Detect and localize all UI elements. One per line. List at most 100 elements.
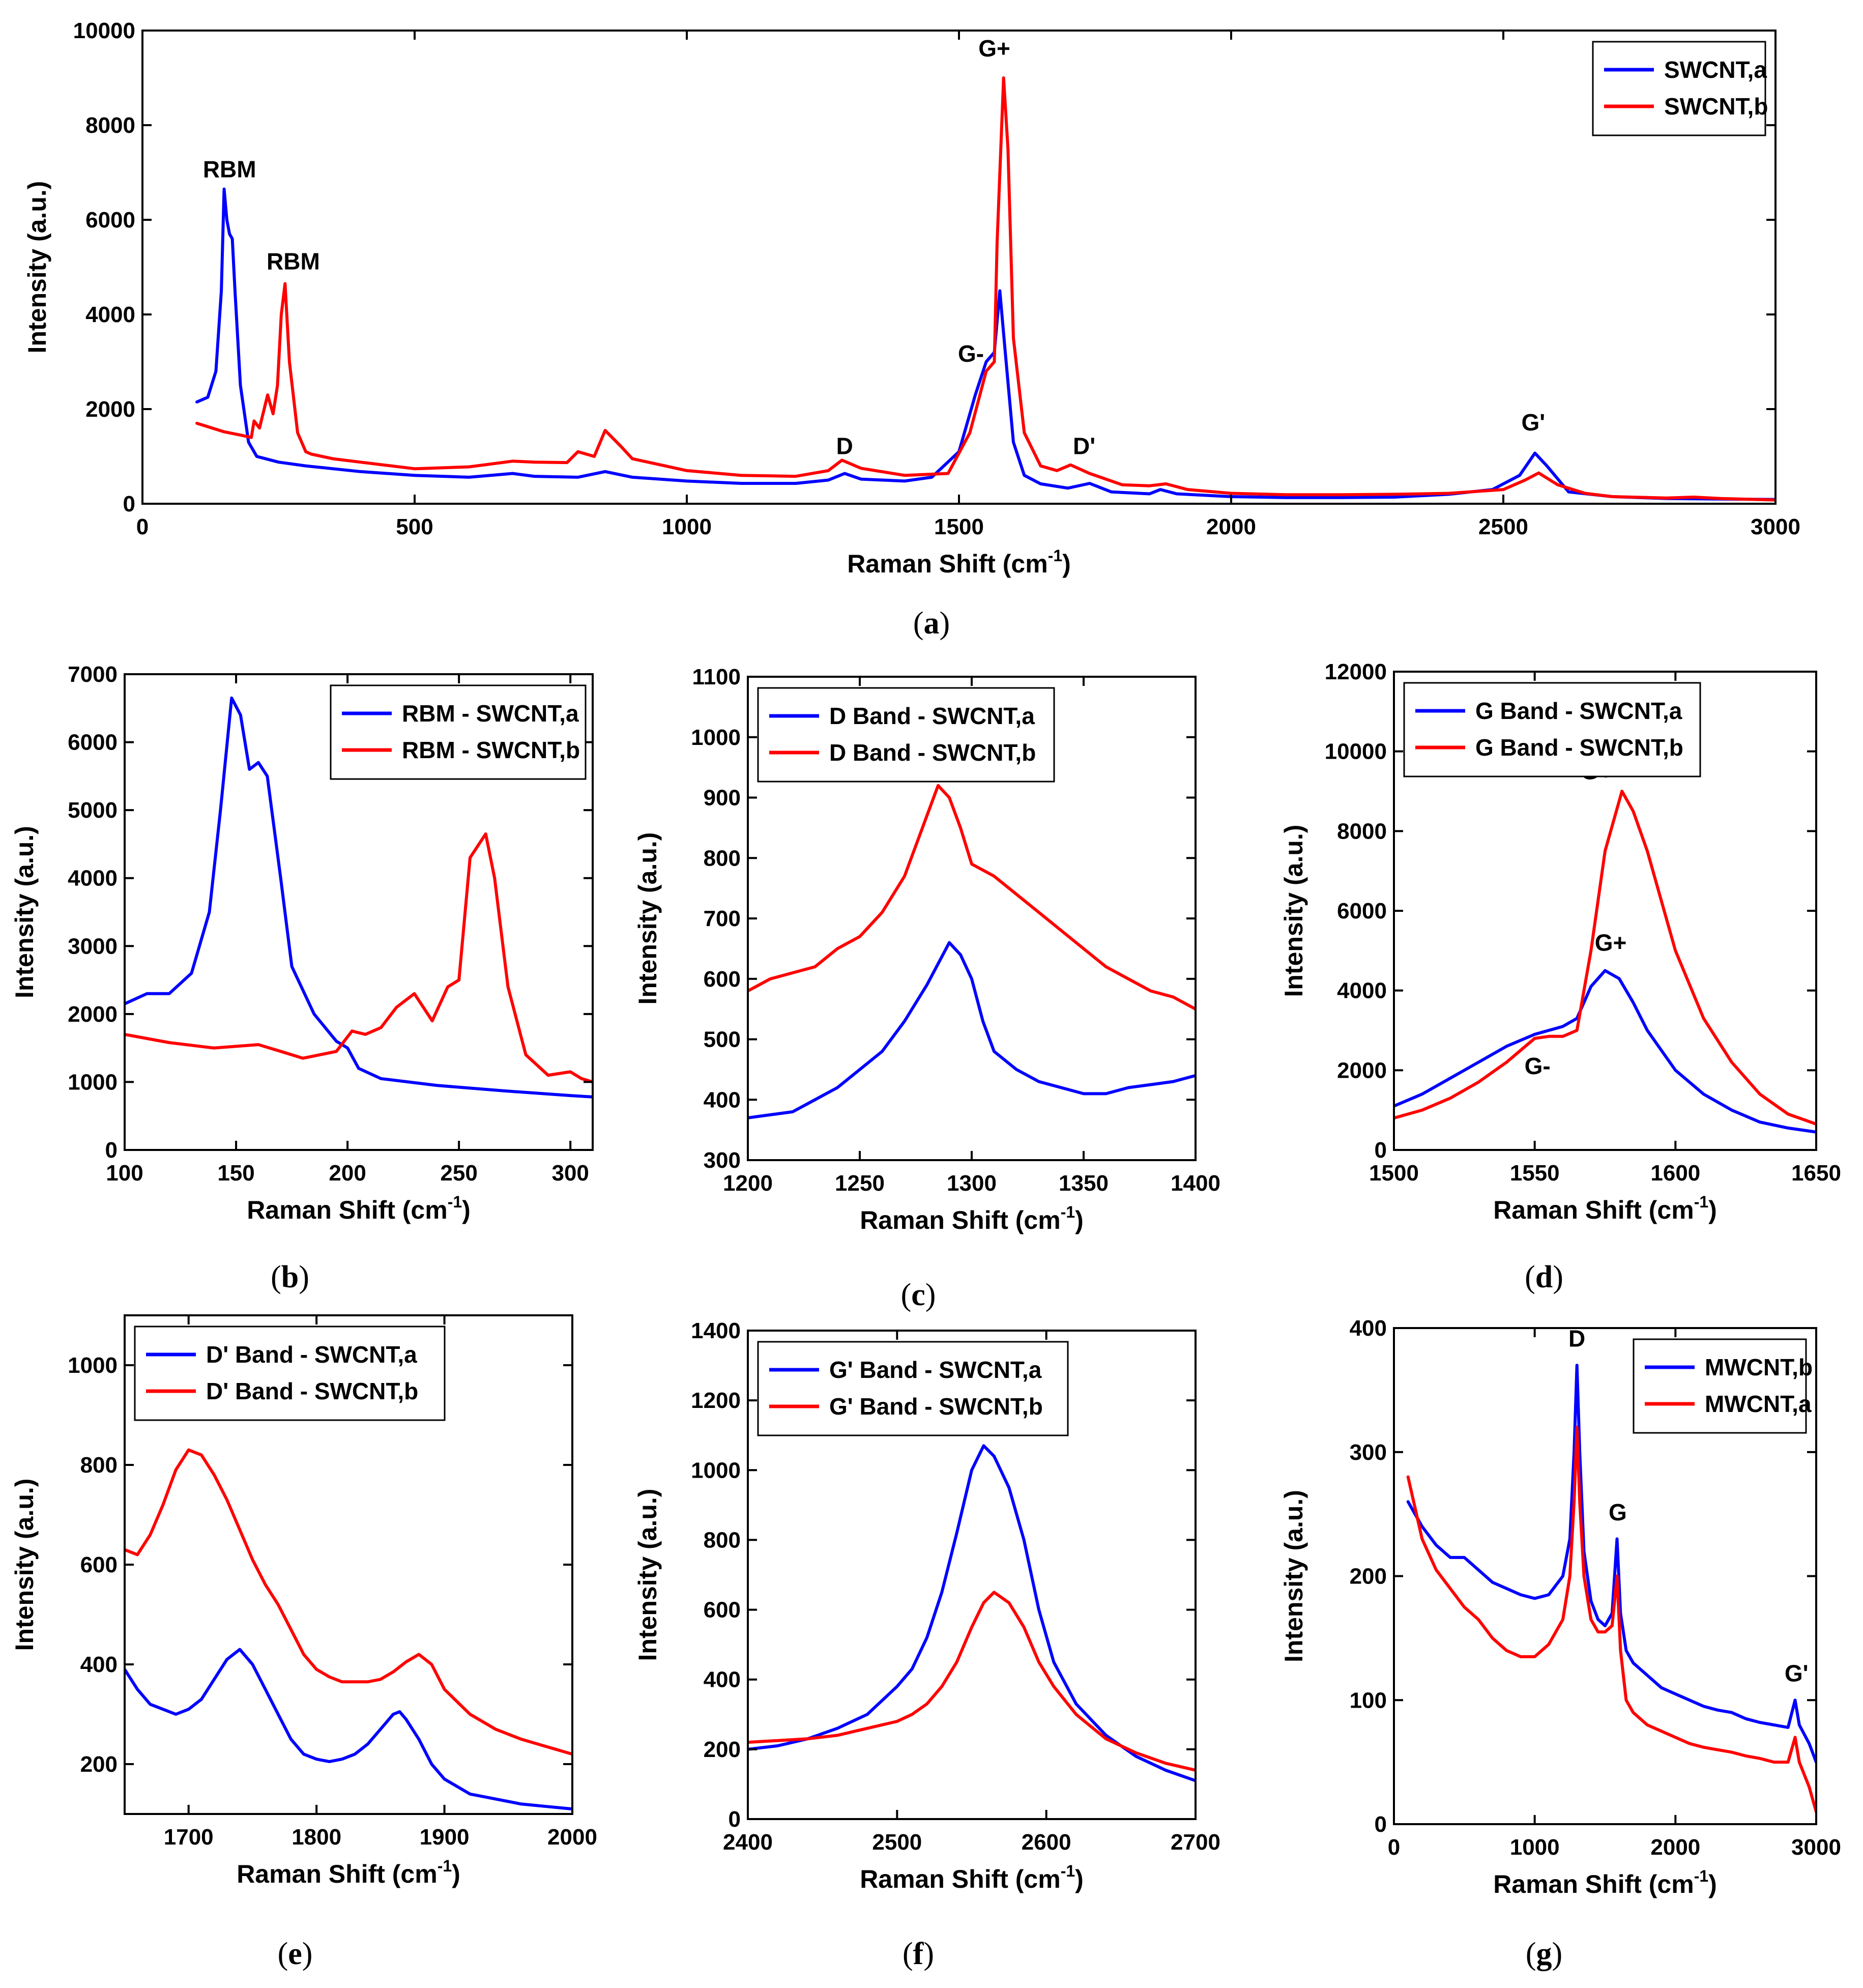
legend-label-e: D' Band - SWCNT,b [206,1378,418,1404]
y-tick-label-b: 3000 [68,934,118,959]
panel-f: 2400 2500 2600 2700 0 200 400 600 800 1000 1200 140… [633,1318,1220,1971]
y-tick-label-a: 0 [123,492,135,516]
x-tick-label-a: 500 [396,514,433,539]
x-axis-label-b: Raman Shift (cm-1) [247,1193,471,1224]
panel-caption-e: (e) [278,1937,313,1971]
y-tick-label-f: 600 [704,1598,741,1623]
legend-label-b: RBM - SWCNT,b [402,737,580,763]
panel-caption-g: (g) [1526,1937,1562,1971]
legend-box-b [330,684,587,780]
x-tick-label-d: 1650 [1791,1161,1841,1186]
x-tick-label-d: 1500 [1369,1161,1419,1186]
series-line-a-1 [195,187,1775,501]
peak-annotation-g: D [1568,1326,1585,1352]
series-line-d-2 [1394,790,1816,1126]
y-tick-label-g: 400 [1350,1316,1387,1341]
legend-c: D Band - SWCNT,a D Band - SWCNT,b [757,687,1055,783]
legend-label-a: SWCNT,b [1664,93,1768,120]
y-axis-label-a: Intensity (a.u.) [23,181,51,354]
y-tick-label-f: 1400 [691,1318,741,1343]
y-tick-label-g: 0 [1375,1812,1387,1837]
x-tick-label-f: 2700 [1171,1830,1220,1855]
series-line-g-1 [1406,1364,1816,1764]
y-tick-label-a: 2000 [85,397,135,422]
y-axis-label-f: Intensity (a.u.) [633,1489,662,1661]
x-tick-label-c: 1350 [1059,1171,1109,1196]
x-tick-label-c: 1250 [835,1171,885,1196]
x-tick-label-g: 3000 [1791,1835,1841,1860]
y-axis-label-g: Intensity (a.u.) [1279,1490,1308,1662]
legend-f: G' Band - SWCNT,a G' Band - SWCNT,b [757,1341,1069,1436]
y-tick-label-g: 300 [1350,1440,1387,1465]
x-tick-label-f: 2500 [872,1830,922,1855]
y-tick-label-f: 1200 [691,1388,741,1413]
y-tick-label-f: 1000 [691,1458,741,1483]
x-tick-label-e: 1800 [292,1825,341,1850]
x-axis-label-e: Raman Shift (cm-1) [237,1857,460,1888]
series-line-f-1 [748,1444,1196,1782]
y-tick-label-a: 8000 [85,113,135,138]
x-axis-label-g: Raman Shift (cm-1) [1493,1867,1717,1898]
peak-annotation-g: G [1609,1499,1627,1525]
y-tick-label-b: 1000 [68,1070,118,1094]
x-tick-label-g: 1000 [1510,1835,1560,1860]
y-tick-label-e: 600 [80,1552,118,1577]
y-tick-label-c: 300 [704,1148,741,1173]
y-tick-label-d: 8000 [1337,819,1387,844]
series-line-f-2 [748,1591,1196,1772]
y-tick-label-c: 1100 [692,665,741,689]
legend-d: G Band - SWCNT,a G Band - SWCNT,b [1403,682,1701,777]
legend-label-f: G' Band - SWCNT,a [829,1357,1042,1383]
y-tick-label-c: 900 [704,786,741,811]
series-line-c-2 [748,784,1196,1011]
y-tick-label-b: 6000 [68,730,118,755]
series-line-g-2 [1406,1426,1816,1813]
legend-box-a [1592,41,1766,136]
y-tick-label-c: 700 [704,906,741,931]
y-tick-label-f: 400 [704,1667,741,1692]
y-tick-label-g: 200 [1350,1564,1387,1589]
y-tick-label-a: 4000 [85,302,135,327]
x-axis-label-d: Raman Shift (cm-1) [1493,1193,1717,1224]
x-tick-label-b: 100 [106,1161,143,1186]
y-tick-label-f: 800 [704,1528,741,1552]
series-line-e-1 [125,1648,572,1811]
y-tick-label-d: 0 [1375,1138,1387,1163]
legend-label-c: D Band - SWCNT,b [829,739,1036,766]
y-tick-label-a: 6000 [85,208,135,233]
legend-e: D' Band - SWCNT,a D' Band - SWCNT,b [134,1326,446,1421]
x-tick-label-c: 1400 [1171,1171,1220,1196]
y-tick-label-g: 100 [1350,1688,1387,1713]
legend-label-d: G Band - SWCNT,a [1475,698,1682,724]
y-tick-label-c: 800 [704,846,741,871]
x-axis-label-f: Raman Shift (cm-1) [860,1862,1084,1893]
panel-g: 0 1000 2000 3000 0 100 200 300 400 Raman Shift (c… [1279,1316,1841,1971]
x-tick-label-b: 250 [440,1161,477,1186]
panel-caption-d: (d) [1525,1260,1563,1294]
panel-d: 1500 1550 1600 1650 0 2000 4000 6000 8000 10000 12… [1279,659,1841,1294]
peak-annotation-a: RBM [267,248,320,275]
series-line-b-2 [125,832,593,1084]
x-tick-label-a: 1500 [934,514,984,539]
x-tick-label-b: 200 [329,1161,366,1186]
legend-box-f [757,1341,1069,1436]
y-tick-label-b: 7000 [68,662,118,687]
series-line-d-1 [1394,969,1816,1134]
legend-label-g: MWCNT,b [1705,1354,1813,1380]
y-axis-label-b: Intensity (a.u.) [10,826,39,998]
peak-annotation-a: D [836,433,853,459]
y-tick-label-d: 6000 [1337,899,1387,924]
y-tick-label-b: 0 [105,1138,118,1163]
series-line-a-2 [195,76,1775,502]
y-tick-label-d: 12000 [1325,659,1387,684]
legend-label-e: D' Band - SWCNT,a [206,1341,417,1368]
x-tick-label-b: 150 [217,1161,254,1186]
x-tick-label-b: 300 [551,1161,589,1186]
y-axis-label-c: Intensity (a.u.) [633,832,662,1005]
x-tick-label-e: 1900 [420,1825,470,1850]
y-tick-label-d: 4000 [1337,978,1387,1003]
peak-annotation-d: G+ [1595,929,1627,956]
legend-label-c: D Band - SWCNT,a [829,703,1035,729]
panel-caption-a: (a) [913,606,950,641]
